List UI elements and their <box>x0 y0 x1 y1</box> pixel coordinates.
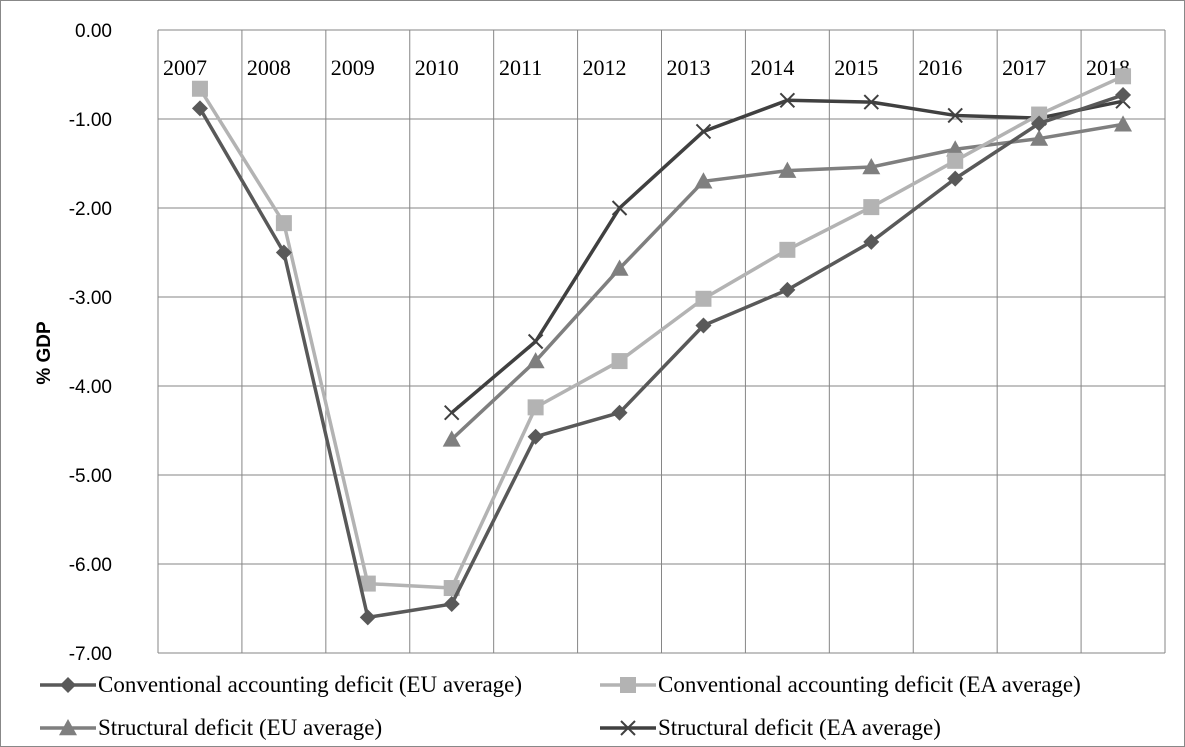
data-point <box>527 428 544 445</box>
data-point <box>1030 129 1049 146</box>
x-tick-label: 2008 <box>247 55 291 80</box>
data-point <box>862 158 881 175</box>
data-point <box>359 609 376 626</box>
data-point <box>191 80 208 97</box>
y-tick-label: -5.00 <box>69 466 112 487</box>
data-point <box>779 241 796 258</box>
data-point <box>611 200 628 216</box>
x-tick-label: 2007 <box>163 55 207 80</box>
series-line <box>198 93 1124 620</box>
y-tick-label: -6.00 <box>69 555 112 576</box>
data-point <box>611 353 628 370</box>
y-tick-label: -7.00 <box>69 644 112 665</box>
x-tick-label: 2017 <box>1002 55 1046 80</box>
data-point <box>1115 68 1132 85</box>
data-point <box>526 352 545 369</box>
legend-item: Conventional accounting deficit (EA aver… <box>600 672 1081 697</box>
data-point <box>863 94 879 110</box>
data-point <box>443 596 460 613</box>
legend-label: Conventional accounting deficit (EU aver… <box>98 672 522 697</box>
data-point <box>947 152 964 169</box>
data-point <box>695 123 712 140</box>
x-tick-label: 2009 <box>331 55 375 80</box>
legend-marker <box>620 720 636 736</box>
data-point <box>694 172 713 189</box>
series-2 <box>191 68 1132 597</box>
y-axis-ticks: 0.00 -1.00 -2.00 -3.00 -4.00 -5.00 -6.00 -7.00 <box>69 21 112 665</box>
data-point <box>610 259 629 276</box>
legend-marker <box>620 677 636 693</box>
data-point <box>946 140 965 157</box>
data-point <box>947 107 963 124</box>
legend-item: Structural deficit (EU average) <box>40 715 382 740</box>
data-point <box>947 170 964 187</box>
y-tick-label: -4.00 <box>69 377 112 398</box>
data-point <box>443 580 460 597</box>
legend-label: Structural deficit (EU average) <box>98 715 382 740</box>
x-tick-label: 2012 <box>583 55 627 80</box>
x-tick-label: 2014 <box>750 55 794 80</box>
series-line <box>198 74 1124 590</box>
data-point <box>442 430 461 447</box>
data-point <box>527 333 544 350</box>
x-tick-label: 2015 <box>834 55 878 80</box>
y-tick-label: 0.00 <box>75 21 112 42</box>
data-point <box>695 317 712 334</box>
data-point <box>444 404 460 421</box>
y-tick-label: -2.00 <box>69 199 112 220</box>
legend-item: Conventional accounting deficit (EU aver… <box>40 672 522 697</box>
legend-label: Structural deficit (EA average) <box>658 715 941 740</box>
legend: Conventional accounting deficit (EU aver… <box>40 672 1081 740</box>
x-tick-label: 2010 <box>415 55 459 80</box>
data-point <box>778 161 797 178</box>
data-point <box>275 215 292 232</box>
data-point <box>695 290 712 307</box>
data-point <box>779 92 796 109</box>
y-axis-label: % GDP <box>34 321 55 385</box>
data-point <box>611 404 628 421</box>
x-tick-label: 2016 <box>918 55 962 80</box>
data-point <box>1114 115 1133 132</box>
x-tick-label: 2011 <box>499 55 542 80</box>
data-point <box>1115 86 1132 103</box>
data-point <box>275 244 292 261</box>
legend-marker <box>60 677 76 693</box>
legend-label: Conventional accounting deficit (EA aver… <box>658 672 1081 697</box>
y-tick-label: -3.00 <box>69 288 112 309</box>
legend-item: Structural deficit (EA average) <box>600 715 941 740</box>
data-point <box>863 199 880 216</box>
data-point <box>1031 106 1048 123</box>
data-point <box>527 399 544 416</box>
data-point <box>1031 115 1048 132</box>
data-point <box>191 100 208 117</box>
series-1 <box>191 86 1132 626</box>
x-tick-label: 2013 <box>666 55 710 80</box>
grid <box>157 29 1166 654</box>
data-point <box>863 233 880 250</box>
series <box>191 68 1133 626</box>
legend-marker <box>59 719 77 736</box>
data-point <box>779 281 796 298</box>
y-tick-label: -1.00 <box>69 110 112 131</box>
data-point <box>359 575 376 592</box>
